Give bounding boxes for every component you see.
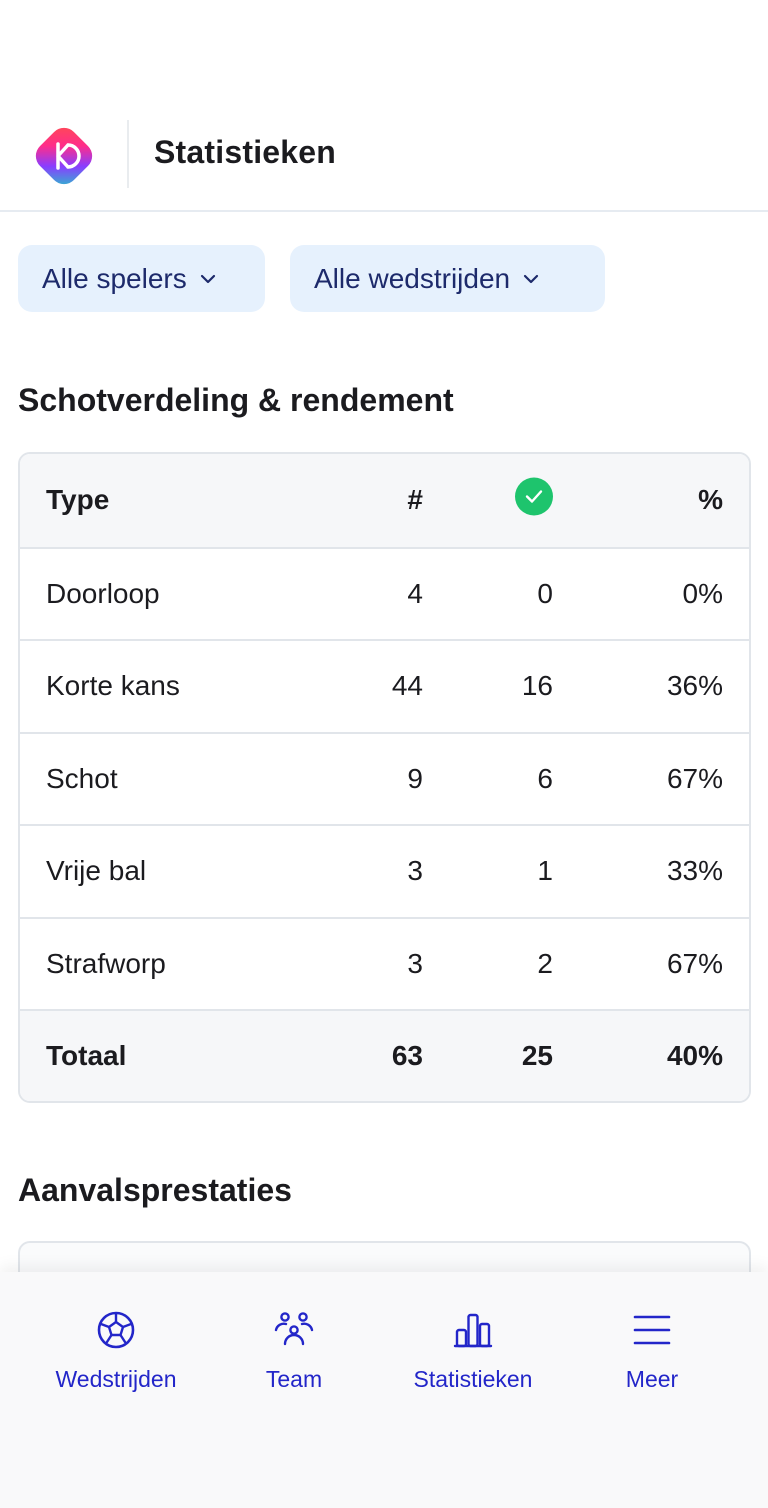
check-circle-icon: [515, 477, 553, 516]
row-count: 9: [407, 762, 423, 794]
shots-table: Type # % Doorloop 4 0 0% Korte kans 44 1…: [18, 452, 751, 1103]
attack-section-title: Aanvalsprestaties: [18, 1172, 292, 1208]
column-header-percentage: %: [698, 484, 723, 516]
nav-label: Team: [265, 1366, 323, 1392]
row-count: 3: [407, 855, 423, 887]
table-row: Vrije bal 3 1 33%: [20, 824, 749, 917]
column-header-count: #: [407, 484, 423, 516]
row-scored: 2: [537, 947, 553, 979]
nav-item-statistieken[interactable]: Statistieken: [383, 1308, 563, 1393]
total-count: 63: [391, 1040, 423, 1072]
header-divider: [127, 120, 129, 188]
row-percentage: 67%: [666, 762, 723, 794]
table-row: Schot 9 6 67%: [20, 731, 749, 825]
nav-label: Statistieken: [413, 1366, 533, 1392]
matches-filter-label: Alle wedstrijden: [314, 262, 511, 294]
bar-chart-icon: [453, 1313, 493, 1348]
row-type: Doorloop: [46, 577, 160, 609]
row-type: Vrije bal: [46, 855, 147, 887]
shots-section-title: Schotverdeling & rendement: [18, 382, 454, 418]
row-type: Strafworp: [46, 947, 166, 979]
row-count: 3: [407, 947, 423, 979]
table-header-row: Type # %: [20, 454, 749, 547]
menu-icon: [633, 1315, 671, 1345]
team-icon: [274, 1312, 314, 1346]
row-scored: 6: [537, 762, 553, 794]
table-row: Korte kans 44 16 36%: [20, 639, 749, 732]
row-percentage: 33%: [666, 855, 723, 887]
nav-item-wedstrijden[interactable]: Wedstrijden: [26, 1308, 206, 1393]
total-percentage: 40%: [666, 1040, 723, 1072]
bottom-navigation: Wedstrijden Team Statistieken Meer: [0, 1272, 768, 1508]
row-percentage: 36%: [666, 670, 723, 702]
column-header-scored: [515, 477, 553, 523]
table-row: Strafworp 3 2 67%: [20, 916, 749, 1010]
row-percentage: 0%: [682, 577, 723, 609]
chevron-down-icon: [200, 274, 215, 283]
row-type: Schot: [46, 762, 118, 794]
players-filter-dropdown[interactable]: Alle spelers: [18, 245, 265, 312]
chevron-down-icon: [524, 274, 539, 283]
row-scored: 16: [521, 670, 553, 702]
row-percentage: 67%: [666, 947, 723, 979]
nav-label: Wedstrijden: [55, 1366, 177, 1392]
total-label: Totaal: [46, 1040, 127, 1072]
nav-item-team[interactable]: Team: [204, 1308, 384, 1393]
table-row: Doorloop 4 0 0%: [20, 546, 749, 640]
app-header: Statistieken: [0, 0, 768, 212]
row-scored: 1: [537, 855, 553, 887]
page-title: Statistieken: [154, 134, 337, 170]
table-total-row: Totaal 63 25 40%: [20, 1009, 749, 1101]
row-type: Korte kans: [46, 670, 180, 702]
row-count: 4: [407, 577, 423, 609]
column-header-type: Type: [46, 484, 110, 516]
row-count: 44: [391, 670, 423, 702]
nav-item-meer[interactable]: Meer: [562, 1308, 742, 1393]
filter-bar: Alle spelers Alle wedstrijden: [18, 245, 605, 312]
row-scored: 0: [537, 577, 553, 609]
soccer-ball-icon: [97, 1311, 135, 1349]
players-filter-label: Alle spelers: [42, 262, 187, 294]
nav-label: Meer: [625, 1366, 679, 1392]
total-scored: 25: [521, 1040, 553, 1072]
app-logo-icon[interactable]: [32, 124, 96, 188]
matches-filter-dropdown[interactable]: Alle wedstrijden: [290, 245, 605, 312]
